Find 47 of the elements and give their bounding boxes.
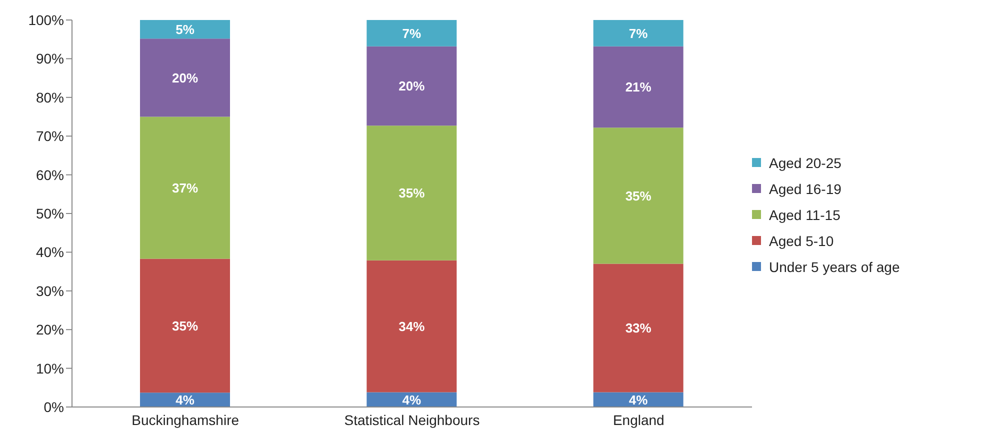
legend-label: Under 5 years of age bbox=[768, 258, 901, 274]
legend-label: Aged 16-19 bbox=[768, 180, 842, 196]
x-tick-label: Statistical Neighbours bbox=[344, 412, 480, 428]
legend-label: Aged 5-10 bbox=[768, 232, 835, 248]
data-label: 21% bbox=[625, 80, 652, 95]
bar bbox=[366, 260, 457, 392]
x-tick-label: Buckinghamshire bbox=[132, 412, 240, 428]
y-tick-label: 60% bbox=[36, 166, 64, 183]
bar bbox=[366, 20, 457, 46]
bar bbox=[593, 46, 684, 128]
bar bbox=[366, 46, 457, 126]
x-tick-label: England bbox=[612, 412, 664, 428]
data-label: 20% bbox=[398, 78, 426, 94]
data-label: 33% bbox=[625, 320, 652, 336]
y-tick-label: 10% bbox=[36, 360, 64, 376]
data-label: 7% bbox=[402, 26, 422, 41]
data-label: 5% bbox=[176, 22, 195, 37]
bar bbox=[593, 128, 684, 264]
data-label: 35% bbox=[172, 318, 198, 334]
bar bbox=[140, 116, 230, 259]
y-tick-label: 80% bbox=[36, 89, 64, 106]
y-tick-label: 40% bbox=[36, 244, 64, 260]
bar bbox=[593, 20, 684, 46]
data-label: 34% bbox=[398, 318, 426, 334]
data-label: 20% bbox=[172, 70, 198, 86]
data-label: 4% bbox=[176, 392, 195, 408]
y-tick-label: 90% bbox=[36, 50, 64, 67]
data-label: 35% bbox=[625, 188, 652, 204]
legend-label: Aged 20-25 bbox=[768, 154, 842, 170]
bar bbox=[140, 392, 230, 407]
y-tick-label: 100% bbox=[28, 12, 64, 28]
y-tick-label: 30% bbox=[36, 282, 64, 299]
bar bbox=[140, 38, 230, 117]
y-tick-label: 70% bbox=[36, 128, 64, 144]
data-label: 35% bbox=[398, 186, 426, 201]
data-label: 7% bbox=[628, 26, 648, 41]
bar bbox=[140, 258, 230, 393]
data-label: 4% bbox=[628, 392, 648, 408]
y-tick-label: 50% bbox=[36, 205, 64, 222]
y-tick-label: 20% bbox=[36, 322, 64, 338]
data-label: 4% bbox=[402, 392, 422, 408]
data-label: 37% bbox=[172, 180, 198, 196]
bar bbox=[140, 20, 230, 39]
bar bbox=[593, 264, 684, 392]
y-tick-label: 0% bbox=[44, 398, 64, 415]
bar bbox=[366, 126, 457, 260]
legend-label: Aged 11-15 bbox=[768, 206, 842, 222]
